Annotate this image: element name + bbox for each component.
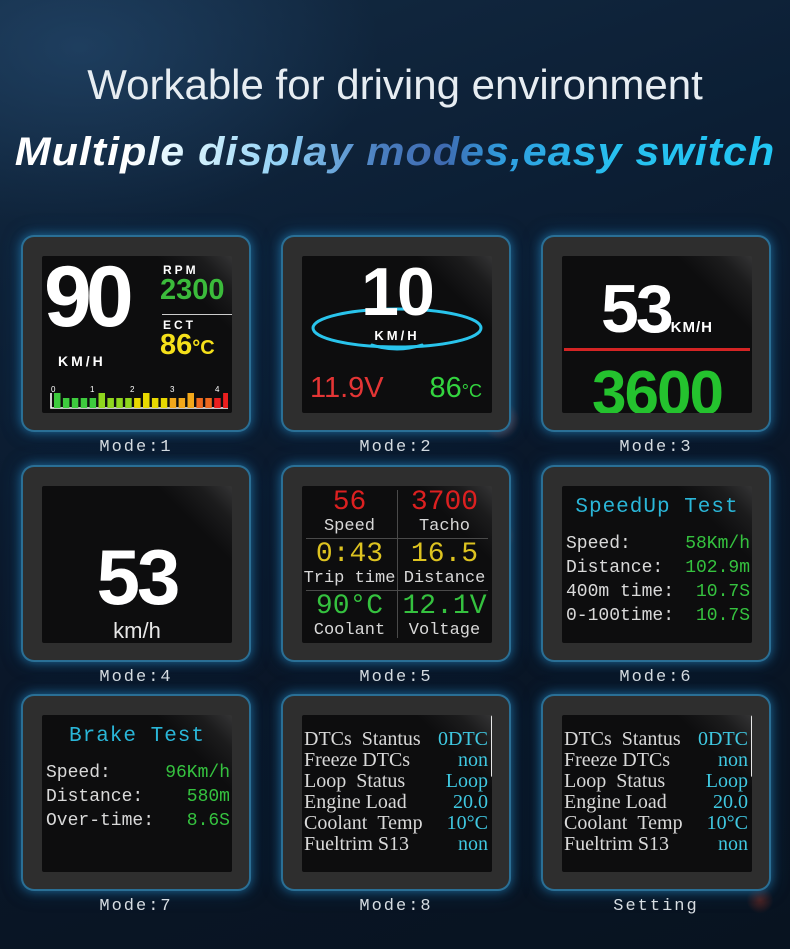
svg-text:0: 0	[51, 385, 56, 394]
svg-text:4: 4	[215, 385, 220, 394]
svg-text:3: 3	[170, 385, 175, 394]
svg-text:2: 2	[130, 385, 135, 394]
svg-text:1: 1	[90, 385, 95, 394]
